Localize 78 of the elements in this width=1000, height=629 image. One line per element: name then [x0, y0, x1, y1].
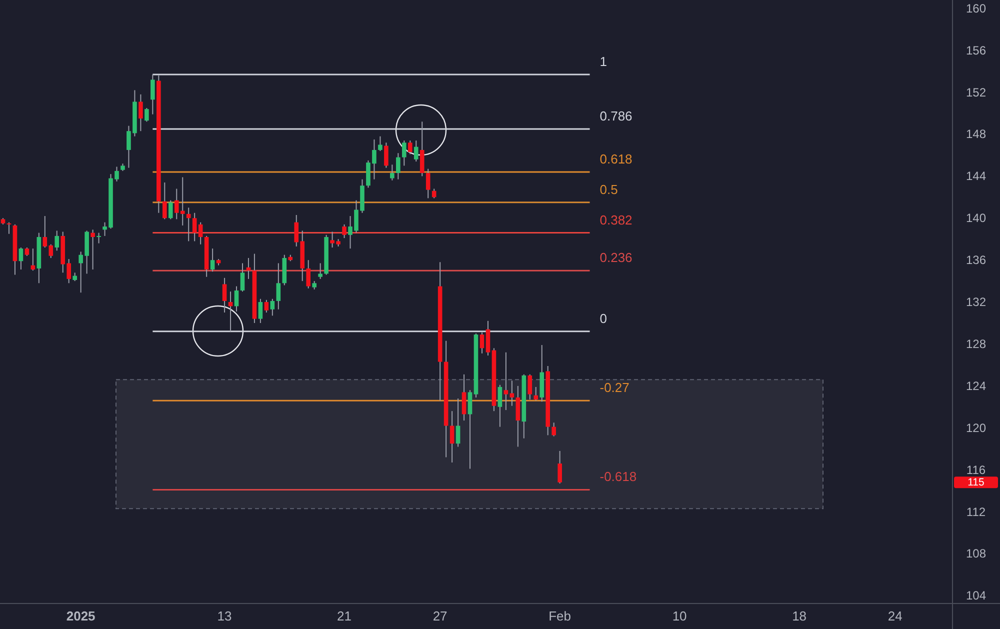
candlestick: [396, 152, 400, 180]
x-tick-label: 18: [792, 608, 807, 624]
y-tick-label: 152: [966, 85, 986, 100]
candlestick: [426, 168, 430, 199]
series-label: 0.382: [600, 212, 632, 228]
candlestick: [534, 386, 538, 402]
series-label: -0.27: [600, 380, 630, 396]
series-label: 1: [600, 54, 607, 69]
candlestick: [498, 384, 502, 428]
series-label: 0: [600, 310, 607, 326]
candlestick: [516, 385, 520, 448]
series-label: 0.786: [600, 108, 632, 124]
x-tick-label: 27: [432, 608, 448, 624]
candlestick: [558, 450, 562, 484]
candlestick: [240, 262, 245, 292]
candlestick: [138, 94, 143, 132]
candlestick: [90, 229, 95, 270]
candlestick: [414, 140, 418, 162]
candlestick: [456, 398, 460, 448]
candlestick: [222, 277, 227, 314]
candlestick: [96, 232, 101, 244]
candlestick: [276, 262, 281, 310]
series-label: 0.236: [600, 250, 632, 266]
candlestick: [186, 207, 191, 242]
text: 115: [968, 476, 985, 488]
candlestick: [450, 410, 454, 463]
x-tick-label: 24: [888, 608, 902, 624]
candlestick: [270, 298, 275, 316]
series-label: -0.618: [600, 469, 637, 484]
y-tick-label: 128: [966, 336, 986, 351]
candlestick: [198, 222, 203, 245]
candlestick: [264, 299, 269, 314]
y-tick-label: 160: [966, 1, 986, 16]
candlestick: [390, 164, 394, 181]
candlestick: [462, 374, 466, 422]
candlestick: [318, 262, 322, 280]
candlestick: [528, 374, 532, 400]
y-tick-label: 120: [966, 420, 986, 435]
candlestick: [486, 320, 490, 356]
candlestick: [378, 136, 382, 152]
candlestick: [150, 74, 155, 115]
series-label: 0.5: [600, 182, 618, 197]
y-tick-label: 108: [966, 546, 986, 561]
y-tick-label: 140: [966, 211, 986, 226]
y-tick-label: 144: [966, 169, 986, 184]
candlestick: [480, 332, 484, 354]
candlestick: [168, 200, 173, 220]
y-tick-label: 124: [966, 378, 986, 393]
candlestick: [234, 286, 239, 312]
x-tick-label: 10: [672, 608, 687, 624]
candlestick: [258, 298, 263, 324]
candlestick: [552, 422, 556, 437]
candlestick: [408, 140, 412, 155]
candlestick: [192, 212, 197, 242]
candlestick: [384, 142, 388, 168]
candlestick: [468, 390, 472, 470]
series-label: 0.618: [600, 151, 632, 166]
candlestick: [54, 230, 60, 252]
y-tick-label: 112: [966, 504, 986, 519]
y-tick-label: 148: [966, 127, 986, 142]
candlestick: [504, 352, 508, 411]
candlestick: [162, 182, 167, 220]
candlestick: [144, 108, 149, 122]
candlestick: [402, 140, 406, 166]
x-tick-label: 21: [337, 608, 352, 624]
candlestick: [420, 121, 424, 177]
candlestick: [18, 246, 24, 270]
y-tick-label: 116: [966, 462, 986, 477]
x-tick-label: Feb: [548, 608, 572, 624]
candlestick: [306, 260, 311, 289]
candlestick: [210, 248, 215, 272]
x-tick-label: 13: [217, 608, 232, 624]
y-tick-label: 136: [966, 253, 986, 268]
x-tick-label: 2025: [66, 608, 96, 624]
y-tick-label: 156: [966, 43, 986, 58]
y-tick-label: 132: [966, 295, 986, 310]
y-tick-label: 104: [966, 588, 986, 603]
candlestick: [342, 224, 346, 239]
